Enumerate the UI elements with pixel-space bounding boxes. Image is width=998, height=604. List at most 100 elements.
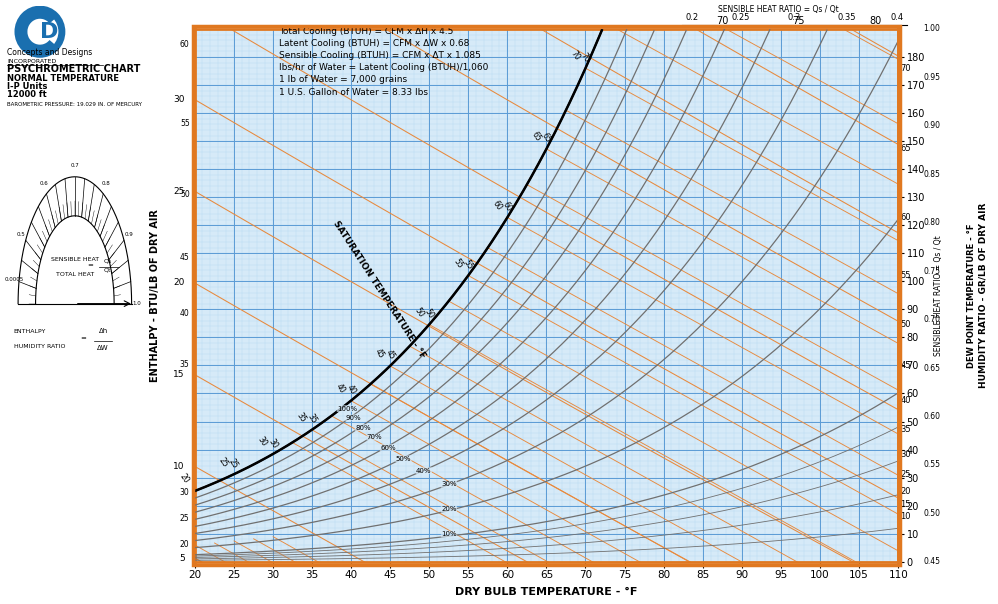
Text: lbs/hr of Water = Latent Cooling (BTUH)/1,060: lbs/hr of Water = Latent Cooling (BTUH)/… [279, 63, 489, 72]
X-axis label: DRY BULB TEMPERATURE - °F: DRY BULB TEMPERATURE - °F [455, 587, 638, 597]
Text: 0.0005: 0.0005 [4, 277, 23, 282]
Text: 75: 75 [792, 16, 804, 26]
Text: SENSIBLE HEAT RATIO = Qs / Qt: SENSIBLE HEAT RATIO = Qs / Qt [933, 235, 943, 356]
Text: 45: 45 [373, 347, 386, 361]
Text: TOTAL HEAT: TOTAL HEAT [56, 272, 94, 277]
Text: 50: 50 [900, 320, 911, 329]
Text: NORMAL TEMPERATURE: NORMAL TEMPERATURE [7, 74, 119, 83]
Text: 50: 50 [180, 190, 190, 199]
Text: =: = [81, 336, 87, 342]
Text: 60: 60 [490, 199, 503, 212]
Text: Qt: Qt [104, 268, 112, 272]
Text: INCORPORATED: INCORPORATED [7, 59, 56, 63]
Text: Sensible Cooling (BTUH) = CFM x ΔT x 1.085: Sensible Cooling (BTUH) = CFM x ΔT x 1.0… [279, 51, 481, 60]
Text: 10: 10 [173, 462, 185, 471]
Text: Δh: Δh [99, 328, 108, 334]
Text: 60: 60 [501, 200, 514, 213]
Text: 45: 45 [900, 361, 911, 370]
Text: 5: 5 [179, 553, 185, 562]
Text: HUMIDITY RATIO - GR/LB OF DRY AIR: HUMIDITY RATIO - GR/LB OF DRY AIR [978, 203, 988, 388]
Text: 70: 70 [900, 63, 911, 72]
Text: 65: 65 [900, 144, 911, 153]
Text: 0.8: 0.8 [102, 181, 110, 186]
Text: ΔW: ΔW [98, 345, 109, 352]
Text: 10: 10 [900, 512, 911, 521]
Text: PSYCHROMETRIC CHART: PSYCHROMETRIC CHART [7, 64, 141, 74]
Text: 20: 20 [900, 487, 911, 495]
Text: 0.70: 0.70 [923, 315, 940, 324]
Text: 65: 65 [530, 130, 543, 143]
Text: 70: 70 [569, 50, 582, 63]
Text: Concepts and Designs: Concepts and Designs [7, 48, 92, 57]
Text: 60: 60 [900, 213, 911, 222]
Text: 0.6: 0.6 [40, 181, 48, 186]
Text: 40: 40 [180, 309, 190, 318]
Text: 35: 35 [295, 411, 308, 424]
Text: 40: 40 [900, 396, 911, 405]
Text: 50: 50 [423, 307, 435, 320]
Text: 70%: 70% [367, 434, 382, 440]
Text: 20: 20 [174, 278, 185, 288]
Text: 70: 70 [579, 51, 592, 64]
Text: 1 U.S. Gallon of Water = 8.33 lbs: 1 U.S. Gallon of Water = 8.33 lbs [279, 88, 428, 97]
Text: 25: 25 [217, 455, 230, 469]
Text: 0.7: 0.7 [71, 162, 79, 167]
Text: 15: 15 [173, 370, 185, 379]
Text: 20: 20 [180, 541, 190, 550]
Text: 1.0: 1.0 [133, 301, 142, 306]
Text: 50: 50 [412, 306, 425, 319]
Text: 0.75: 0.75 [923, 266, 940, 275]
Text: 65: 65 [540, 132, 553, 145]
Text: 1.00: 1.00 [923, 25, 940, 33]
Text: 30: 30 [173, 95, 185, 104]
Text: 40: 40 [344, 384, 357, 396]
Text: 0.4: 0.4 [890, 13, 904, 22]
Text: 0.3: 0.3 [787, 13, 801, 22]
Text: 55: 55 [180, 119, 190, 128]
Text: DEW POINT TEMPERATURE - °F: DEW POINT TEMPERATURE - °F [966, 223, 976, 368]
Text: 40%: 40% [416, 467, 431, 474]
Text: 35: 35 [180, 359, 190, 368]
Text: 10%: 10% [441, 531, 457, 537]
Text: 100%: 100% [337, 406, 357, 411]
Text: ENTHALPY: ENTHALPY [14, 329, 46, 334]
Text: 25: 25 [228, 457, 241, 470]
Text: BAROMETRIC PRESSURE: 19.029 IN. OF MERCURY: BAROMETRIC PRESSURE: 19.029 IN. OF MERCU… [7, 101, 142, 107]
Text: 0.90: 0.90 [923, 121, 940, 130]
Text: 0.65: 0.65 [923, 364, 940, 373]
Text: 30%: 30% [441, 481, 457, 487]
Text: Qs: Qs [104, 259, 112, 264]
Text: 45: 45 [383, 349, 396, 362]
Text: SATURATION TEMPERATURE - °F: SATURATION TEMPERATURE - °F [331, 219, 427, 361]
Text: 30: 30 [266, 437, 279, 450]
Text: 1 lb of Water = 7,000 grains: 1 lb of Water = 7,000 grains [279, 76, 407, 85]
Text: 30: 30 [180, 488, 190, 497]
Text: 20%: 20% [441, 506, 457, 512]
Text: 35: 35 [305, 413, 318, 426]
Text: 0.2: 0.2 [685, 13, 699, 22]
Text: I-P Units: I-P Units [7, 82, 47, 91]
Text: SENSIBLE HEAT RATIO = Qs / Qt: SENSIBLE HEAT RATIO = Qs / Qt [719, 5, 838, 14]
Text: 0.35: 0.35 [837, 13, 855, 22]
Text: 50%: 50% [396, 456, 411, 462]
Text: SENSIBLE HEAT: SENSIBLE HEAT [51, 257, 99, 262]
Text: 55: 55 [451, 257, 464, 270]
Text: 0.25: 0.25 [732, 13, 749, 22]
Text: 25: 25 [180, 514, 190, 523]
Text: 12000 ft: 12000 ft [7, 91, 47, 100]
Text: 30: 30 [900, 449, 911, 458]
Text: 0.60: 0.60 [923, 412, 940, 421]
Text: Latent Cooling (BTUH) = CFM x ΔW x 0.68: Latent Cooling (BTUH) = CFM x ΔW x 0.68 [279, 39, 470, 48]
Text: 0.85: 0.85 [923, 170, 940, 179]
Text: 90%: 90% [345, 415, 361, 421]
Text: 0.95: 0.95 [923, 73, 940, 82]
Text: ENTHALPY - BTU/LB OF DRY AIR: ENTHALPY - BTU/LB OF DRY AIR [150, 209, 160, 382]
Text: 20: 20 [178, 472, 191, 486]
Text: 55: 55 [900, 271, 911, 280]
Text: 25: 25 [174, 187, 185, 196]
Text: 15: 15 [900, 500, 911, 509]
Text: 80%: 80% [355, 425, 370, 431]
Text: 60: 60 [180, 40, 190, 49]
Text: 0.50: 0.50 [923, 509, 940, 518]
Text: 0.80: 0.80 [923, 218, 940, 227]
